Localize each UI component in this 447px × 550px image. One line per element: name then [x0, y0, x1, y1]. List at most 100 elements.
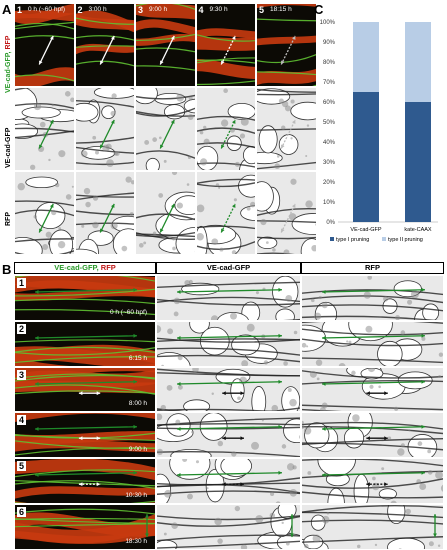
panel-a-tile: 3 9:00 h: [135, 3, 196, 87]
panel-a-letter: A: [2, 2, 12, 17]
panel-b-tile: [301, 275, 444, 321]
timepoint-number: 3: [138, 5, 144, 15]
vessel-image: [15, 367, 155, 395]
panel-b-tile: [156, 458, 301, 504]
vessel-image: [157, 459, 300, 503]
vessel-image: [15, 276, 155, 316]
row-time: 10:30 h: [125, 491, 147, 499]
vessel-image: [136, 88, 195, 170]
vessel-image: [257, 178, 316, 254]
y-tick-label: 10%: [323, 200, 336, 206]
legend-label: type II pruning: [388, 237, 423, 243]
y-tick-label: 40%: [323, 140, 336, 146]
vessel-image: [136, 4, 195, 71]
panel-a-merge-label: VE-cad-GFP, RFP: [5, 36, 12, 93]
panel-a-tile: [14, 87, 75, 171]
panel-b-rfp-header: RFP: [301, 262, 444, 274]
vessel-image: [15, 508, 155, 544]
vessel-image: [157, 367, 300, 412]
timepoint-time: 9:30 h: [209, 6, 228, 13]
y-tick-label: 60%: [323, 100, 336, 106]
bar-segment: [405, 102, 431, 222]
vessel-image: [75, 176, 135, 254]
timepoint-time: 3:00 h: [88, 6, 107, 13]
y-tick-label: 30%: [323, 160, 336, 166]
vessel-image: [75, 10, 135, 67]
header-merge-green: VE-cad-GFP,: [54, 263, 99, 272]
row-time: 0 h (~60 hpf): [109, 308, 147, 316]
panel-a-tile: [195, 87, 256, 171]
vessel-image: [302, 276, 443, 320]
timepoint-number: 4: [198, 5, 204, 15]
panel-a-rfp-label: RFP: [5, 212, 12, 226]
panel-b-tile: [301, 412, 444, 459]
vessel-image: [302, 413, 443, 458]
panel-a-gfp-label: VE-cad-GFP: [5, 127, 12, 168]
y-tick-label: 80%: [323, 60, 336, 66]
timepoint-time: 18:15 h: [270, 6, 292, 13]
panel-b-tile: [301, 320, 444, 367]
panel-b-tile: 5 10:30 h: [14, 458, 156, 504]
row-time: 6:15 h: [128, 354, 147, 362]
legend-label: type I pruning: [336, 237, 369, 243]
panel-b-tile: [301, 504, 444, 550]
panel-a-tile: [195, 171, 256, 255]
row-number: 5: [17, 461, 27, 472]
vessel-image: [302, 459, 443, 503]
panel-b-tile: 3 8:00 h: [14, 366, 156, 413]
panel-b-tile: [156, 504, 301, 550]
panel-a-tile: [74, 87, 135, 171]
y-tick-label: 70%: [323, 80, 336, 86]
row-number: 1: [17, 278, 27, 288]
y-tick-label: 0%: [326, 220, 335, 226]
merge-label-red: RFP: [5, 35, 12, 50]
panel-a-tile: 2 3:00 h: [74, 3, 135, 87]
vessel-image: [157, 276, 300, 320]
panel-a-tile: 5 18:15 h: [256, 3, 317, 87]
panel-c-letter: C: [314, 2, 324, 17]
row-number: 3: [17, 369, 27, 380]
panel-a-tile: 4 9:30 h: [195, 3, 256, 87]
vessel-image: [302, 321, 443, 366]
vessel-image: [302, 505, 443, 549]
vessel-image: [157, 413, 300, 458]
row-number: 4: [17, 415, 27, 426]
vessel-image: [196, 28, 256, 86]
timepoint-time: 9:00 h: [149, 6, 168, 13]
panel-a-tile: 1 0 h (~60 hpf): [14, 3, 75, 87]
panel-b-tile: 1 0 h (~60 hpf): [14, 275, 156, 321]
row-time: 9:00 h: [128, 446, 147, 454]
vessel-image: [15, 88, 74, 170]
vessel-image: [136, 172, 195, 254]
panel-b-gfp-header: VE-cad-GFP: [156, 262, 301, 274]
vessel-image: [15, 176, 74, 254]
row-number: 2: [17, 323, 27, 334]
row-number: 6: [17, 507, 27, 517]
y-tick-label: 50%: [323, 120, 336, 126]
panel-c-chart: 0% 10% 20% 30% 40% 50% 60% 70% 80% 90% 100% VE-cad-…: [320, 20, 438, 243]
vessel-image: [257, 4, 316, 86]
vessel-image: [15, 413, 155, 456]
panel-b-tile: 6 18:30 h: [14, 504, 156, 550]
vessel-image: [15, 459, 155, 503]
timepoint-number: 5: [259, 5, 265, 15]
row-time: 8:00 h: [128, 400, 147, 408]
legend-swatch: [382, 237, 386, 241]
y-tick-label: 90%: [323, 40, 336, 46]
vessel-image: [75, 88, 135, 168]
panel-b-tile: 4 9:00 h: [14, 412, 156, 459]
bar-segment: [405, 22, 431, 102]
category-label: kate-CAAX: [404, 227, 432, 233]
panel-b-tile: [156, 366, 301, 413]
panel-b-tile: [156, 275, 301, 321]
panel-b-tile: [301, 366, 444, 413]
panel-b-tile: [301, 458, 444, 504]
vessel-image: [196, 174, 256, 254]
panel-b-tile: 2 6:15 h: [14, 320, 156, 367]
vessel-image: [196, 88, 256, 170]
timepoint-time: 0 h (~60 hpf): [28, 6, 66, 13]
row-time: 18:30 h: [125, 537, 147, 545]
vessel-image: [257, 88, 316, 170]
panel-a-tile: [135, 171, 196, 255]
y-tick-label: 20%: [323, 180, 336, 186]
